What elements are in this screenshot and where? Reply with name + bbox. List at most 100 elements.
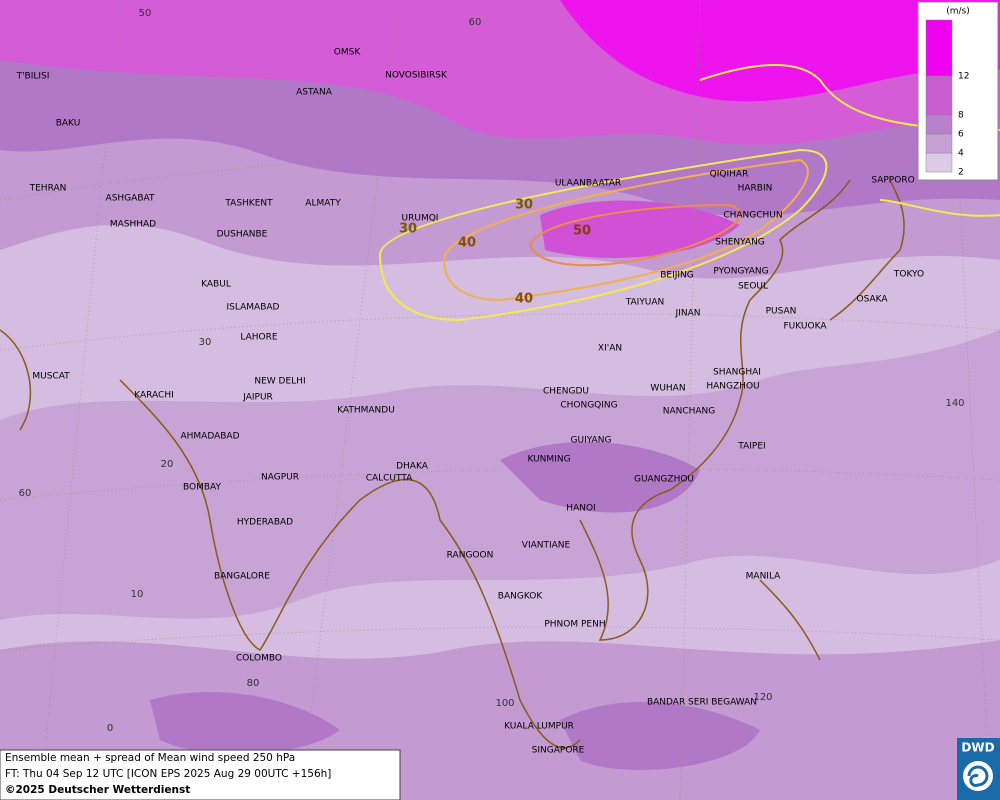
legend-unit: (m/s)	[946, 7, 970, 17]
city-label: BAKU	[56, 119, 81, 129]
city-label: DUSHANBE	[217, 230, 268, 240]
city-label: PHNOM PENH	[544, 620, 605, 630]
city-label: CHENGDU	[543, 387, 589, 397]
graticule-label: 120	[753, 692, 772, 703]
city-label: ASTANA	[296, 88, 333, 98]
legend-band	[925, 19, 953, 77]
graticule-label: 100	[495, 698, 514, 709]
city-label: KATHMANDU	[337, 406, 395, 416]
city-label: TAIYUAN	[625, 298, 665, 308]
city-label: KUALA LUMPUR	[504, 722, 574, 732]
city-label: ALMATY	[305, 199, 341, 209]
city-label: LAHORE	[240, 333, 277, 343]
city-label: ASHGABAT	[106, 194, 155, 204]
city-label: GUANGZHOU	[634, 475, 694, 485]
city-label: TOKYO	[893, 270, 924, 280]
city-label: URUMQI	[402, 214, 439, 224]
city-label: TAIPEI	[737, 442, 765, 452]
city-label: NANCHANG	[663, 407, 716, 417]
city-label: JINAN	[675, 309, 701, 319]
city-label: GUIYANG	[571, 436, 612, 446]
legend: (m/s) 2 4 6 8 12	[917, 1, 999, 181]
graticule-label: 60	[19, 488, 32, 499]
city-label: SINGAPORE	[532, 746, 585, 756]
city-label: OMSK	[334, 48, 362, 58]
city-label: KARACHI	[134, 391, 174, 401]
legend-band	[925, 114, 953, 135]
city-label: MANILA	[746, 572, 782, 582]
city-label: HANOI	[566, 504, 595, 514]
city-label: PUSAN	[766, 307, 797, 317]
contour-label: 40	[458, 236, 476, 251]
city-label: BANDAR SERI BEGAWAN	[647, 698, 757, 708]
city-label: BOMBAY	[183, 483, 221, 493]
caption-line: FT: Thu 04 Sep 12 UTC [ICON EPS 2025 Aug…	[5, 768, 331, 780]
graticule-label: 30	[199, 337, 212, 348]
legend-tick-label: 6	[958, 130, 964, 140]
legend-tick-label: 8	[958, 111, 964, 121]
legend-band	[925, 75, 953, 116]
city-label: SHENYANG	[715, 238, 765, 248]
city-label: BANGKOK	[498, 592, 544, 602]
caption: Ensemble mean + spread of Mean wind spee…	[0, 749, 401, 800]
city-label: SEOUL	[738, 282, 768, 292]
graticule-label: 10	[131, 589, 144, 600]
city-label: RANGOON	[447, 551, 494, 561]
city-label: XI'AN	[598, 344, 622, 354]
city-label: CALCUTTA	[366, 474, 413, 484]
graticule-label: 0	[107, 723, 113, 734]
contour-label: 30	[399, 222, 417, 237]
city-label: FUKUOKA	[784, 322, 828, 332]
city-label: MUSCAT	[32, 372, 70, 382]
city-label: NEW DELHI	[254, 377, 305, 387]
graticule-label: 20	[161, 459, 174, 470]
city-label: SAPPORO	[871, 176, 914, 186]
city-label: DHAKA	[396, 462, 429, 472]
contours	[378, 64, 1000, 322]
city-label: MASHHAD	[110, 220, 156, 230]
city-label: NOVOSIBIRSK	[385, 71, 448, 81]
graticule-label: 80	[247, 678, 260, 689]
city-label: WUHAN	[650, 384, 685, 394]
city-label: ULAANBAATAR	[555, 179, 621, 189]
city-label: HARBIN	[738, 184, 773, 194]
city-label: VIANTIANE	[522, 541, 571, 551]
city-label: ISLAMABAD	[227, 303, 280, 313]
city-label: TEHRAN	[29, 184, 67, 194]
city-label: OSAKA	[856, 295, 888, 305]
city-label: HANGZHOU	[706, 382, 759, 392]
city-label: COLOMBO	[236, 654, 282, 664]
caption-line: ©2025 Deutscher Wetterdienst	[5, 784, 190, 796]
logo-text: DWD	[961, 741, 994, 755]
coastline	[0, 179, 905, 749]
city-label: JAIPUR	[242, 393, 273, 403]
legend-band	[925, 133, 953, 154]
city-label: QIQIHAR	[710, 170, 749, 180]
legend-band	[925, 152, 953, 173]
city-label: NAGPUR	[261, 473, 299, 483]
city-label: KUNMING	[527, 455, 570, 465]
city-label: PYONGYANG	[713, 267, 768, 277]
contour-label: 50	[573, 224, 591, 239]
legend-tick-label: 4	[958, 149, 964, 159]
city-label: KABUL	[201, 280, 231, 290]
logo: DWD	[957, 738, 1000, 800]
city-label: SHANGHAI	[713, 368, 761, 378]
city-label: HYDERABAD	[237, 518, 293, 528]
city-label: AHMADABAD	[180, 432, 239, 442]
legend-tick-label: 12	[958, 72, 969, 82]
city-label: CHONGQING	[560, 401, 617, 411]
city-label: BEIJING	[660, 271, 694, 281]
city-label: T'BILISI	[16, 72, 50, 82]
city-label: CHANGCHUN	[723, 211, 782, 221]
graticule-label: 50	[139, 8, 152, 19]
contour-label: 30	[515, 198, 533, 213]
shading-max	[560, 0, 1000, 102]
city-label: TASHKENT	[224, 199, 273, 209]
graticule-label: 140	[945, 398, 964, 409]
caption-line: Ensemble mean + spread of Mean wind spee…	[5, 752, 295, 764]
contour-label: 40	[515, 292, 533, 307]
graticule-label: 60	[469, 17, 482, 28]
